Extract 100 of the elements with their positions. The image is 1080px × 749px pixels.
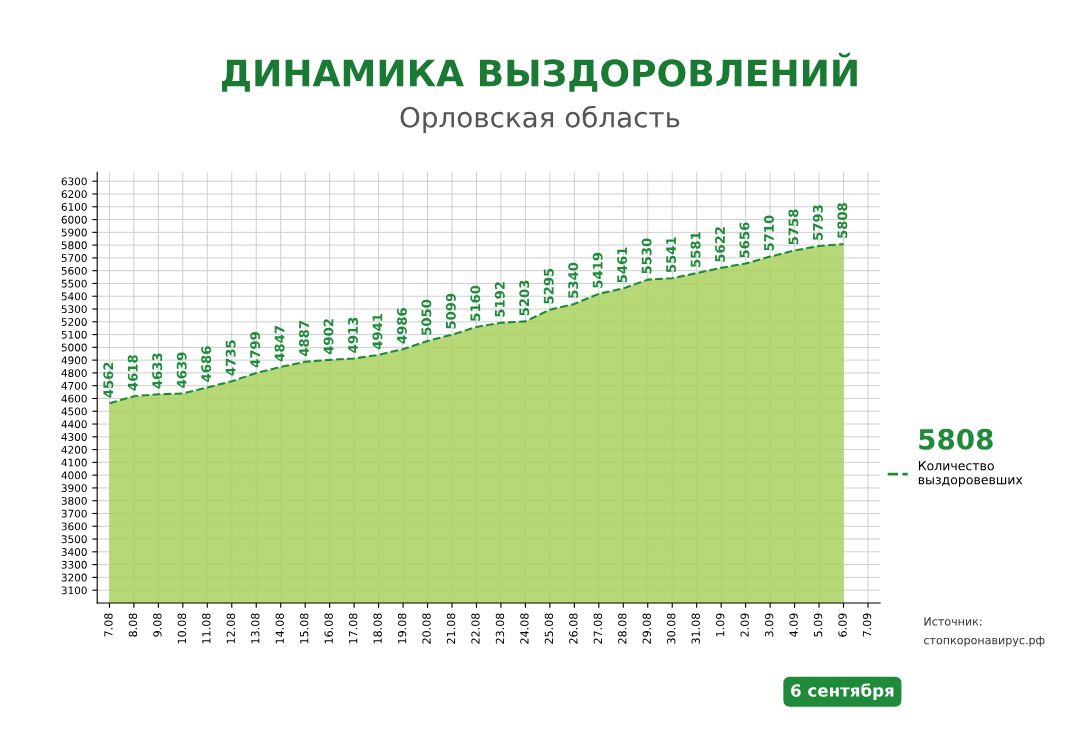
data-label: 4847 bbox=[274, 326, 285, 362]
x-tick-label: 11.08 bbox=[202, 613, 211, 644]
x-tick-label: 29.08 bbox=[642, 613, 651, 644]
y-tick-label: 3900 bbox=[61, 484, 87, 493]
data-label: 4618 bbox=[127, 355, 138, 391]
y-tick-label: 5300 bbox=[61, 305, 87, 314]
x-tick-label: 4.09 bbox=[789, 613, 798, 637]
x-tick-label: 3.09 bbox=[764, 613, 774, 637]
y-tick-label: 3600 bbox=[61, 522, 87, 531]
x-tick-label: 30.08 bbox=[667, 613, 676, 644]
y-tick-label: 5800 bbox=[61, 241, 87, 250]
data-label: 5203 bbox=[519, 280, 530, 316]
x-tick-label: 17.08 bbox=[348, 613, 358, 644]
x-tick-label: 25.08 bbox=[544, 613, 554, 644]
text: стопкоронавирус.рф bbox=[924, 636, 1045, 647]
x-tick-label: 21.08 bbox=[446, 613, 456, 644]
data-label: 5541 bbox=[666, 237, 677, 273]
y-tick-label: 5900 bbox=[61, 228, 87, 237]
data-label: 4902 bbox=[323, 319, 334, 355]
data-label: 5295 bbox=[543, 268, 554, 304]
data-label: 5340 bbox=[568, 262, 579, 298]
y-tick-label: 6100 bbox=[61, 203, 87, 211]
data-label: 5050 bbox=[421, 299, 432, 335]
x-tick-label: 7.08 bbox=[104, 613, 113, 637]
y-tick-label: 4800 bbox=[61, 369, 87, 378]
data-label: 5419 bbox=[592, 252, 603, 288]
legend-label: Количество выздоровевших bbox=[918, 461, 1023, 487]
data-label: 5581 bbox=[690, 232, 701, 267]
data-label: 5160 bbox=[470, 285, 481, 321]
x-tick-label: 6.09 bbox=[838, 613, 847, 637]
data-label: 4639 bbox=[176, 352, 187, 388]
y-tick-label: 3200 bbox=[61, 573, 87, 582]
x-tick-label: 23.08 bbox=[495, 613, 505, 644]
y-tick-label: 3800 bbox=[61, 496, 87, 505]
y-tick-label: 4700 bbox=[61, 381, 87, 390]
data-label: 4686 bbox=[201, 346, 212, 382]
y-tick-label: 6300 bbox=[61, 177, 87, 186]
y-tick-label: 3300 bbox=[61, 560, 87, 569]
data-label: 4633 bbox=[152, 353, 163, 389]
y-tick-label: 4600 bbox=[61, 394, 87, 403]
text: 5808 bbox=[919, 428, 993, 450]
y-tick-label: 4400 bbox=[61, 420, 87, 429]
y-tick-label: 5200 bbox=[61, 318, 87, 326]
y-tick-label: 5500 bbox=[61, 279, 87, 288]
y-tick-label: 4900 bbox=[61, 356, 87, 365]
y-tick-label: 5100 bbox=[61, 330, 87, 339]
x-tick-label: 20.08 bbox=[422, 613, 431, 644]
y-tick-label: 4300 bbox=[61, 433, 87, 441]
y-tick-label: 6000 bbox=[61, 215, 87, 224]
data-label: 4887 bbox=[299, 321, 310, 357]
x-tick-label: 26.08 bbox=[569, 613, 578, 644]
data-label: 4735 bbox=[225, 340, 236, 376]
data-label: 4799 bbox=[250, 332, 261, 368]
y-tick-label: 3500 bbox=[61, 535, 87, 544]
x-tick-label: 31.08 bbox=[691, 613, 700, 644]
x-tick-label: 24.08 bbox=[520, 613, 529, 644]
x-tick-label: 2.09 bbox=[740, 613, 749, 637]
chart-subtitle: Орловская область bbox=[400, 105, 680, 134]
x-tick-label: 13.08 bbox=[251, 613, 260, 644]
y-tick-label: 3100 bbox=[61, 586, 87, 595]
y-tick-label: 4100 bbox=[61, 458, 87, 467]
y-tick-label: 4500 bbox=[61, 407, 87, 416]
text: Источник: bbox=[924, 617, 982, 626]
x-tick-label: 12.08 bbox=[226, 613, 235, 644]
x-tick-label: 7.09 bbox=[862, 613, 872, 637]
data-label: 5461 bbox=[617, 247, 628, 283]
y-tick-label: 5000 bbox=[61, 343, 87, 352]
data-label: 4562 bbox=[103, 362, 114, 398]
y-tick-label: 6200 bbox=[61, 190, 87, 199]
data-label: 5758 bbox=[788, 209, 799, 245]
x-tick-label: 18.08 bbox=[373, 613, 382, 644]
data-label: 5622 bbox=[715, 227, 725, 262]
data-label: 4986 bbox=[396, 308, 407, 344]
data-label: 5656 bbox=[739, 222, 750, 258]
y-tick-label: 5700 bbox=[61, 254, 87, 262]
data-label: 5099 bbox=[445, 293, 456, 329]
x-tick-label: 19.08 bbox=[397, 613, 407, 644]
x-tick-label: 10.08 bbox=[177, 613, 187, 644]
y-tick-label: 5400 bbox=[61, 292, 87, 301]
y-tick-label: 4200 bbox=[61, 445, 87, 454]
data-label: 5793 bbox=[812, 205, 823, 240]
data-label: 4941 bbox=[372, 313, 383, 350]
chart-title: ДИНАМИКА ВЫЗДОРОВЛЕНИЙ bbox=[222, 52, 857, 92]
x-tick-label: 14.08 bbox=[275, 613, 284, 644]
y-tick-label: 5600 bbox=[61, 266, 87, 275]
data-label: 5192 bbox=[494, 282, 505, 317]
x-tick-label: 27.08 bbox=[593, 613, 603, 644]
data-label: 5808 bbox=[837, 203, 848, 238]
y-tick-label: 3700 bbox=[61, 509, 87, 518]
text: 6 сентября bbox=[791, 683, 894, 701]
x-tick-label: 5.09 bbox=[813, 613, 823, 637]
y-tick-label: 3400 bbox=[61, 548, 87, 556]
data-label: 5710 bbox=[763, 215, 774, 251]
data-label: 5530 bbox=[641, 238, 652, 274]
x-tick-label: 1.09 bbox=[715, 613, 725, 637]
x-tick-label: 28.08 bbox=[618, 613, 627, 644]
x-tick-label: 22.08 bbox=[471, 613, 480, 644]
x-tick-label: 8.08 bbox=[128, 613, 138, 637]
x-tick-label: 15.08 bbox=[300, 613, 309, 644]
data-label: 4913 bbox=[347, 317, 358, 353]
